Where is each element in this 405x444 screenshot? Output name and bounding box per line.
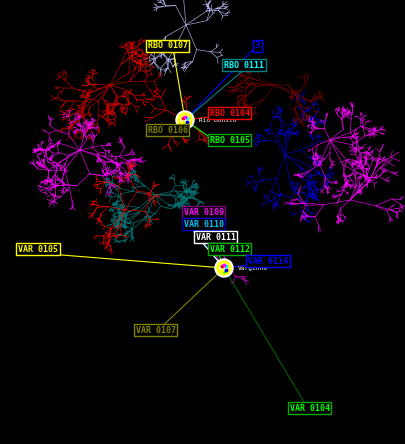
Circle shape xyxy=(175,111,194,129)
Text: 3: 3 xyxy=(254,41,259,51)
Text: VAR 0111: VAR 0111 xyxy=(196,233,235,242)
Text: Varginha: Varginha xyxy=(237,266,267,271)
Circle shape xyxy=(181,116,189,124)
Text: RBO 0104: RBO 0104 xyxy=(209,108,249,118)
Circle shape xyxy=(216,261,230,275)
Circle shape xyxy=(220,264,228,272)
Text: VAR 0107: VAR 0107 xyxy=(136,325,175,334)
Text: VAR 0104: VAR 0104 xyxy=(289,404,329,412)
Text: Rio Bonito: Rio Bonito xyxy=(198,118,236,123)
Text: RBO 0107: RBO 0107 xyxy=(148,41,188,51)
Text: VAR 0110: VAR 0110 xyxy=(183,219,224,229)
Text: VAR 0105: VAR 0105 xyxy=(18,245,58,254)
Circle shape xyxy=(215,259,232,277)
Text: RBO 0105: RBO 0105 xyxy=(209,135,249,144)
Text: RBO 0106: RBO 0106 xyxy=(148,126,188,135)
Text: VAR 0114: VAR 0114 xyxy=(247,257,287,266)
Text: VAR 0109: VAR 0109 xyxy=(183,207,224,217)
Circle shape xyxy=(177,113,192,127)
Text: VAR 0112: VAR 0112 xyxy=(209,245,249,254)
Text: RBO 0111: RBO 0111 xyxy=(224,60,263,70)
